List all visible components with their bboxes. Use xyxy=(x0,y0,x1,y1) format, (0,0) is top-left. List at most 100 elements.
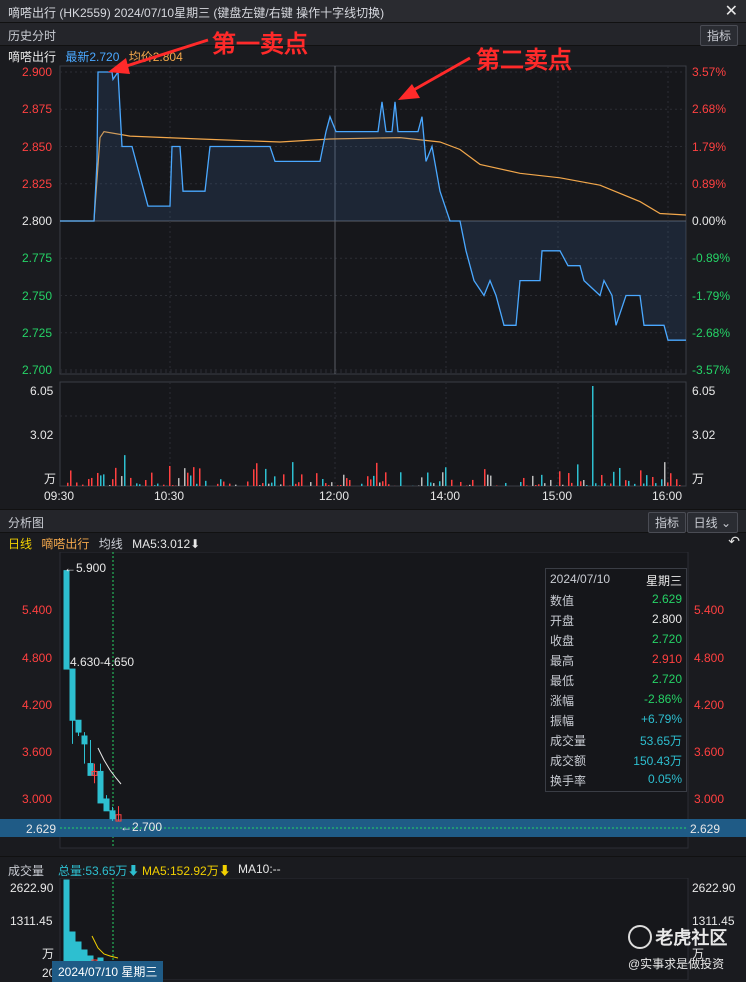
volume-bar xyxy=(646,475,648,486)
volume-bar xyxy=(421,477,423,486)
volume-bar xyxy=(337,485,339,486)
candle-body xyxy=(64,571,69,669)
volume-bar xyxy=(187,473,189,486)
volume-bar xyxy=(643,483,645,486)
volume-bar xyxy=(679,485,681,486)
volume-bar xyxy=(130,478,132,486)
candle-body xyxy=(76,720,81,732)
indicator-button[interactable]: 指标 xyxy=(648,512,686,533)
volume-bar xyxy=(184,468,186,486)
volume-bar xyxy=(205,481,207,486)
total-volume: 总量:53.65万⬇ xyxy=(58,862,139,879)
volume-bar xyxy=(328,485,330,486)
volume-bar xyxy=(262,483,264,486)
volume-bar xyxy=(361,484,363,486)
volume-bar xyxy=(640,470,642,486)
volume-bar xyxy=(292,462,294,486)
section-title: 成交量 xyxy=(8,862,44,879)
volume-bar xyxy=(235,485,237,486)
pct-tick: 0.00% xyxy=(692,214,726,228)
volume-bar xyxy=(373,476,375,486)
cursor-price-right: 2.629 xyxy=(690,822,720,836)
volume-bar xyxy=(280,484,282,486)
period-label: 日线 xyxy=(8,537,32,551)
volume-bar xyxy=(298,482,300,486)
volume-bar xyxy=(571,483,573,486)
volume-bar xyxy=(661,479,663,486)
arrow-head-icon xyxy=(108,58,130,74)
arrow-head-icon xyxy=(398,84,420,100)
range-label: 4.630-4.650 xyxy=(70,655,134,669)
volume-tick-top-right: 2622.90 xyxy=(692,881,735,895)
candle-body xyxy=(98,771,103,803)
volume-bar xyxy=(625,480,627,486)
reset-icon[interactable]: ↶ xyxy=(728,533,740,550)
volume-bar xyxy=(523,478,525,486)
watermark-sub: @实事求是做投资 xyxy=(628,955,724,972)
volume-bar xyxy=(610,483,612,486)
daily-header: 分析图 指标 日线 ⌄ xyxy=(0,509,746,533)
volume-bar xyxy=(178,478,180,486)
cursor-price-left: 2.629 xyxy=(26,822,56,836)
volume-bar xyxy=(376,463,378,486)
volume-bar xyxy=(223,482,225,486)
volume-bar xyxy=(601,475,603,486)
watermark: 老虎社区 xyxy=(628,924,727,950)
volume-bar xyxy=(331,482,333,486)
volume-bar xyxy=(664,462,666,486)
volume-bar xyxy=(217,484,219,486)
volume-bar xyxy=(349,480,351,486)
price-tick: 2.775 xyxy=(22,251,52,265)
volume-bar xyxy=(667,482,669,486)
volume-bar xyxy=(520,482,522,486)
volume-bar xyxy=(538,484,540,486)
volume-bar xyxy=(484,469,486,486)
time-tick: 09:30 xyxy=(44,489,74,503)
daily-price-tick: 4.200 xyxy=(694,698,724,712)
volume-bar xyxy=(100,475,102,486)
volume-bar xyxy=(253,469,255,486)
daily-price-tick: 3.600 xyxy=(694,745,724,759)
volume-ma5: MA5:152.92万⬇ xyxy=(142,862,231,879)
volume-tick: 3.02 xyxy=(692,428,715,442)
pct-tick: -2.68% xyxy=(692,326,730,340)
volume-bar xyxy=(97,473,99,486)
volume-bar xyxy=(562,485,564,486)
volume-bar xyxy=(568,473,570,486)
pct-tick: -3.57% xyxy=(692,363,730,377)
intraday-chart[interactable] xyxy=(0,62,746,507)
volume-bar xyxy=(430,482,432,486)
volume-bar xyxy=(283,474,285,486)
volume-bar xyxy=(154,485,156,486)
volume-bar xyxy=(271,483,273,486)
daily-price-tick: 4.800 xyxy=(22,651,52,665)
time-tick: 12:00 xyxy=(319,489,349,503)
volume-bar xyxy=(370,479,372,486)
volume-bar xyxy=(169,466,171,486)
volume-bar xyxy=(325,483,327,486)
volume-bar xyxy=(469,485,471,486)
volume-bar xyxy=(388,484,390,486)
watermark-name: 老虎社区 xyxy=(655,928,727,948)
volume-bar xyxy=(433,483,435,486)
info-row: 振幅+6.79% xyxy=(546,709,686,729)
volume-bar xyxy=(490,476,492,486)
volume-bar xyxy=(427,473,429,486)
volume-bar xyxy=(676,479,678,486)
stock-name: 嘀嗒出行 xyxy=(41,537,89,551)
volume-bar xyxy=(151,473,153,486)
volume-bar xyxy=(559,471,561,486)
volume-bar xyxy=(580,481,582,486)
daily-price-tick: 5.400 xyxy=(694,603,724,617)
price-tick: 2.700 xyxy=(22,363,52,377)
price-tick: 2.750 xyxy=(22,289,52,303)
volume-tick: 3.02 xyxy=(30,428,53,442)
avg-toggle[interactable]: 均线 xyxy=(99,537,123,551)
period-select[interactable]: 日线 ⌄ xyxy=(687,512,738,533)
